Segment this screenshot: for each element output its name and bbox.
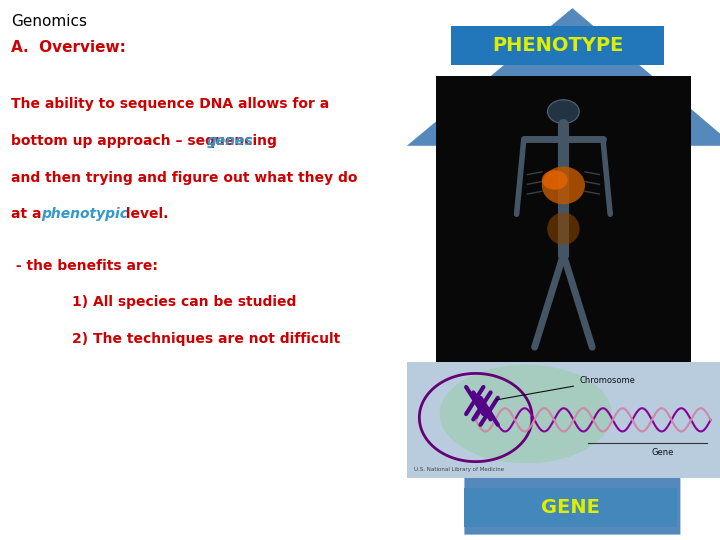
Text: A.  Overview:: A. Overview: xyxy=(11,40,126,56)
Ellipse shape xyxy=(440,364,612,463)
Ellipse shape xyxy=(547,213,580,245)
Text: - the benefits are:: - the benefits are: xyxy=(11,259,158,273)
Text: The ability to sequence DNA allows for a: The ability to sequence DNA allows for a xyxy=(11,97,329,111)
Text: Chromosome: Chromosome xyxy=(495,376,635,400)
Text: level.: level. xyxy=(121,207,168,221)
Text: U.S. National Library of Medicine: U.S. National Library of Medicine xyxy=(414,468,504,472)
Text: genes: genes xyxy=(207,134,253,148)
Text: Genomics: Genomics xyxy=(11,14,87,29)
Text: PHENOTYPE: PHENOTYPE xyxy=(492,36,624,55)
Text: 1) All species can be studied: 1) All species can be studied xyxy=(72,295,297,309)
FancyBboxPatch shape xyxy=(436,76,691,365)
Text: at a: at a xyxy=(11,207,46,221)
Text: Gene: Gene xyxy=(651,448,673,457)
Circle shape xyxy=(541,170,568,190)
FancyBboxPatch shape xyxy=(451,26,664,65)
Text: GENE: GENE xyxy=(541,497,600,517)
Text: 2) The techniques are not difficult: 2) The techniques are not difficult xyxy=(72,332,341,346)
Polygon shape xyxy=(407,8,720,535)
Ellipse shape xyxy=(541,166,585,204)
Circle shape xyxy=(547,100,579,124)
Text: and then trying and figure out what they do: and then trying and figure out what they… xyxy=(11,171,357,185)
Text: bottom up approach – sequencing: bottom up approach – sequencing xyxy=(11,134,282,148)
FancyBboxPatch shape xyxy=(407,362,720,478)
FancyBboxPatch shape xyxy=(464,488,677,526)
Text: phenotypic: phenotypic xyxy=(41,207,128,221)
